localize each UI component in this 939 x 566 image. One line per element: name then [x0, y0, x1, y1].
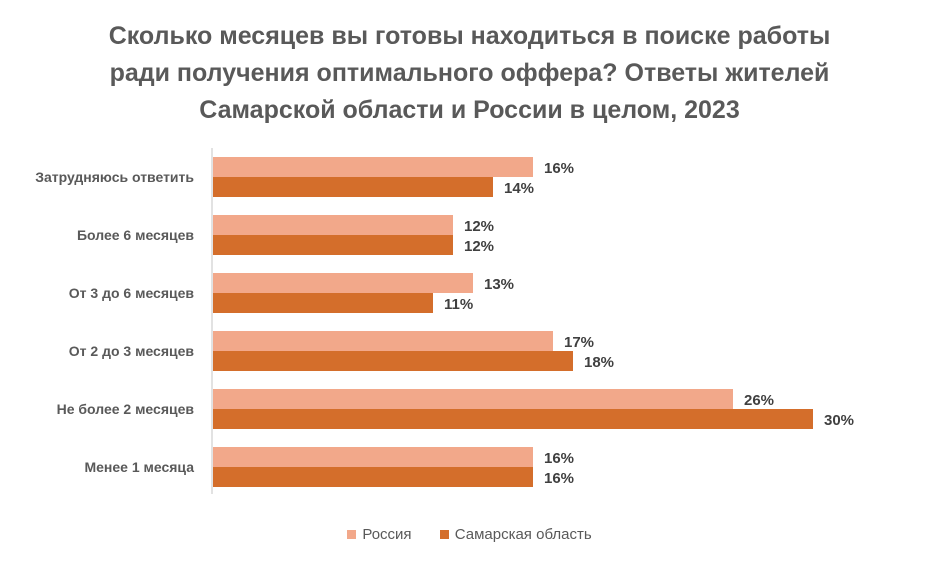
- bar-samara: [213, 235, 453, 255]
- legend-swatch: [347, 530, 357, 539]
- data-label: 13%: [484, 276, 514, 293]
- category-label: От 3 до 6 месяцев: [69, 285, 195, 301]
- legend-item-russia: Россия: [347, 526, 412, 543]
- data-label: 26%: [744, 392, 774, 409]
- data-label: 11%: [444, 296, 473, 313]
- title-line: ради получения оптимального оффера? Отве…: [109, 59, 830, 87]
- data-label: 12%: [464, 238, 494, 255]
- category-label: Не более 2 месяцев: [57, 401, 195, 417]
- legend: Россия Самарская область: [0, 526, 939, 543]
- bar-russia: [213, 157, 533, 177]
- title-line: Самарской области и России в целом, 2023: [199, 96, 740, 124]
- category-label: Затрудняюсь ответить: [35, 169, 194, 185]
- bar-samara: [213, 351, 573, 371]
- title-line: Сколько месяцев вы готовы находиться в п…: [108, 22, 831, 50]
- legend-swatch: [439, 530, 449, 539]
- category-label: Менее 1 месяца: [84, 459, 194, 475]
- data-label: 16%: [544, 160, 574, 177]
- bar-samara: [213, 177, 493, 197]
- bar-russia: [213, 331, 553, 351]
- bar-samara: [213, 467, 533, 487]
- data-label: 17%: [564, 334, 594, 351]
- legend-item-samara: Самарская область: [439, 526, 592, 543]
- data-label: 16%: [544, 450, 574, 467]
- bar-russia: [213, 447, 533, 467]
- category-label: Более 6 месяцев: [77, 227, 194, 243]
- data-label: 14%: [504, 180, 534, 197]
- data-label: 16%: [544, 470, 574, 487]
- bar-samara: [213, 409, 813, 429]
- legend-label: Самарская область: [454, 526, 592, 543]
- data-label: 30%: [824, 412, 854, 429]
- bar-russia: [213, 389, 733, 409]
- legend-label: Россия: [362, 526, 412, 543]
- category-label: От 2 до 3 месяцев: [69, 343, 195, 359]
- data-label: 12%: [464, 218, 494, 235]
- chart-title: Сколько месяцев вы готовы находиться в п…: [0, 18, 939, 129]
- bar-samara: [213, 293, 433, 313]
- data-label: 18%: [584, 354, 614, 371]
- bar-russia: [213, 273, 473, 293]
- bar-russia: [213, 215, 453, 235]
